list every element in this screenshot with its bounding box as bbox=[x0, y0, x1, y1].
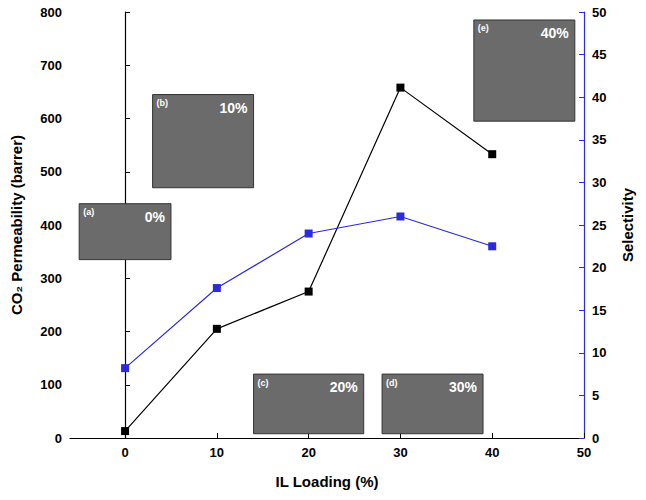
svg-text:0: 0 bbox=[55, 431, 62, 446]
svg-text:20: 20 bbox=[592, 260, 606, 275]
svg-text:40: 40 bbox=[592, 90, 606, 105]
svg-text:700: 700 bbox=[40, 58, 62, 73]
svg-text:(c): (c) bbox=[258, 378, 269, 388]
svg-text:Selectivity: Selectivity bbox=[619, 187, 636, 262]
svg-text:0: 0 bbox=[121, 445, 128, 460]
svg-text:35: 35 bbox=[592, 132, 606, 147]
svg-text:15: 15 bbox=[592, 303, 606, 318]
svg-text:IL Loading (%): IL Loading (%) bbox=[275, 473, 378, 490]
svg-text:500: 500 bbox=[40, 164, 62, 179]
svg-text:(e): (e) bbox=[478, 23, 489, 33]
svg-text:0%: 0% bbox=[145, 209, 166, 225]
svg-text:50: 50 bbox=[577, 445, 591, 460]
svg-text:10: 10 bbox=[592, 345, 606, 360]
svg-text:400: 400 bbox=[40, 218, 62, 233]
svg-text:30: 30 bbox=[393, 445, 407, 460]
svg-text:800: 800 bbox=[40, 5, 62, 20]
svg-text:20: 20 bbox=[301, 445, 315, 460]
svg-text:10: 10 bbox=[210, 445, 224, 460]
svg-text:45: 45 bbox=[592, 47, 606, 62]
svg-text:10%: 10% bbox=[220, 100, 249, 116]
svg-text:200: 200 bbox=[40, 324, 62, 339]
svg-text:(d): (d) bbox=[386, 378, 398, 388]
svg-text:40%: 40% bbox=[541, 25, 570, 41]
svg-text:0: 0 bbox=[592, 431, 599, 446]
svg-text:(b): (b) bbox=[157, 98, 169, 108]
svg-text:30%: 30% bbox=[449, 379, 478, 395]
svg-text:100: 100 bbox=[40, 377, 62, 392]
svg-text:600: 600 bbox=[40, 111, 62, 126]
svg-text:(a): (a) bbox=[83, 207, 94, 217]
svg-text:50: 50 bbox=[592, 5, 606, 20]
svg-text:5: 5 bbox=[592, 388, 599, 403]
svg-text:CO₂ Permeability (barrer): CO₂ Permeability (barrer) bbox=[8, 135, 25, 315]
svg-text:25: 25 bbox=[592, 218, 606, 233]
svg-text:30: 30 bbox=[592, 175, 606, 190]
svg-text:40: 40 bbox=[485, 445, 499, 460]
svg-text:20%: 20% bbox=[330, 379, 359, 395]
svg-text:300: 300 bbox=[40, 271, 62, 286]
